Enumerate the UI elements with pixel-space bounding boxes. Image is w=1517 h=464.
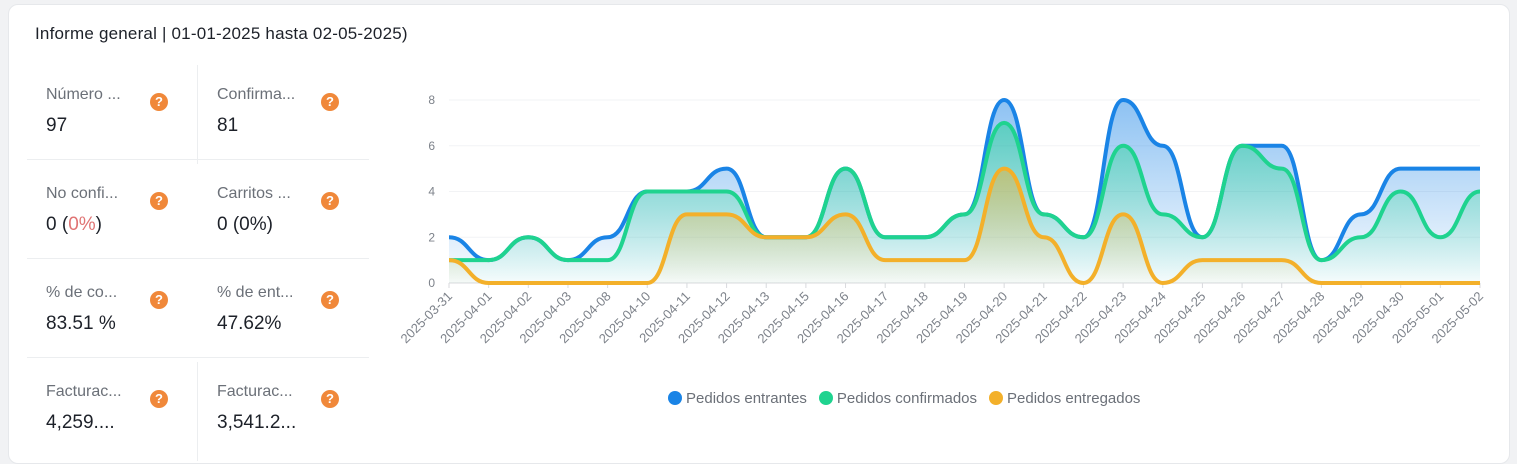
help-icon[interactable]: ?: [321, 291, 339, 309]
legend-item-entrantes[interactable]: Pedidos entrantes: [668, 390, 807, 407]
help-icon[interactable]: ?: [150, 192, 168, 210]
stat-label: Confirma...: [217, 86, 296, 103]
y-tick-label: 4: [428, 185, 435, 199]
stat-value: 83.51 %: [46, 313, 116, 334]
stat-label: Facturac...: [46, 383, 122, 400]
stat-card: Carritos ... ? 0 (0%): [198, 159, 369, 258]
divider: [27, 258, 369, 259]
y-tick-label: 0: [428, 276, 435, 290]
stat-value: 4,259....: [46, 412, 115, 433]
divider: [197, 65, 198, 164]
stat-value: 3,541.2...: [217, 412, 297, 433]
stat-value: 97: [46, 115, 68, 136]
stat-value: 47.62%: [217, 313, 282, 334]
y-tick-label: 2: [428, 230, 435, 244]
y-tick-label: 6: [428, 139, 435, 153]
y-tick-label: 8: [428, 93, 435, 107]
stat-card: Confirma... ? 81: [198, 60, 369, 159]
stat-label: % de ent...: [217, 284, 294, 301]
help-icon[interactable]: ?: [321, 192, 339, 210]
stat-card: % de ent... ? 47.62%: [198, 258, 369, 357]
legend-item-entregados[interactable]: Pedidos entregados: [989, 390, 1140, 407]
chart-legend: Pedidos entrantes Pedidos confirmados Pe…: [668, 390, 1140, 407]
stat-card: % de co... ? 83.51 %: [27, 258, 198, 357]
legend-dot-icon: [668, 391, 682, 405]
divider: [27, 357, 369, 358]
divider: [197, 362, 198, 461]
help-icon[interactable]: ?: [321, 390, 339, 408]
stat-card: No confi... ? 0 (0%): [27, 159, 198, 258]
series-line-1: [448, 120, 1481, 263]
legend-dot-icon: [989, 391, 1003, 405]
series-line-2: [448, 166, 1480, 286]
stat-card: Facturac... ? 4,259....: [27, 357, 198, 456]
stat-value: 0 (0%): [217, 214, 273, 235]
stat-value: 81: [217, 115, 239, 136]
stat-card: Número ... ? 97: [27, 60, 198, 159]
stat-label: Carritos ...: [217, 185, 291, 202]
stat-card: Facturac... ? 3,541.2...: [198, 357, 369, 456]
stat-label: No confi...: [46, 185, 119, 202]
help-icon[interactable]: ?: [150, 93, 168, 111]
series-area-2: [449, 168, 1480, 283]
stat-value: 0 (0%): [46, 214, 102, 235]
legend-item-confirmados[interactable]: Pedidos confirmados: [818, 390, 977, 407]
report-title: Informe general | 01-01-2025 hasta 02-05…: [35, 24, 408, 43]
help-icon[interactable]: ?: [150, 291, 168, 309]
divider: [27, 159, 369, 160]
help-icon[interactable]: ?: [150, 390, 168, 408]
stat-label: % de co...: [46, 284, 118, 301]
stat-label: Número ...: [46, 86, 121, 103]
stat-label: Facturac...: [217, 383, 293, 400]
legend-dot-icon: [818, 391, 833, 405]
help-icon[interactable]: ?: [321, 93, 339, 111]
